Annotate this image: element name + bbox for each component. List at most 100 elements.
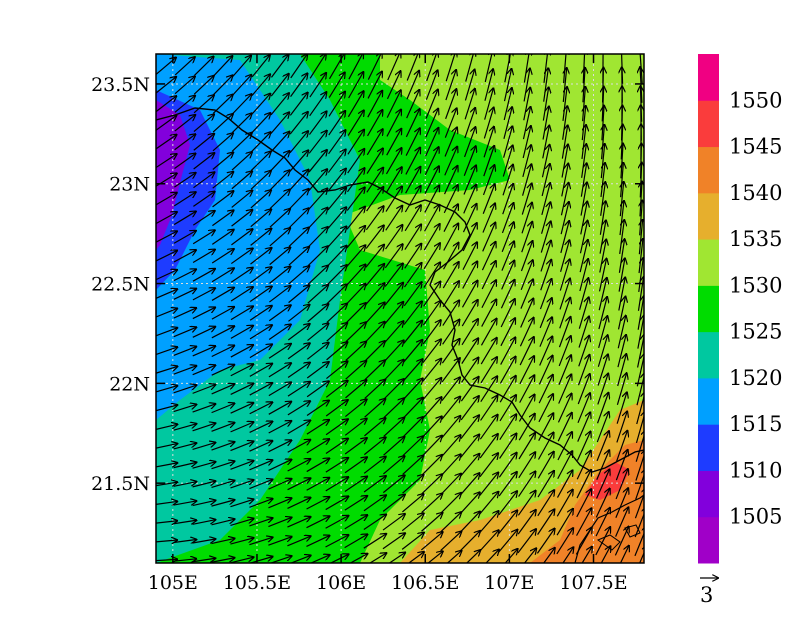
wind-vector bbox=[540, 260, 552, 291]
wind-vector bbox=[480, 357, 497, 384]
wind-vector bbox=[384, 302, 404, 325]
wind-vector bbox=[599, 201, 605, 235]
wind-vector bbox=[562, 547, 574, 563]
wind-vector bbox=[231, 210, 253, 227]
wind-vector bbox=[269, 286, 290, 303]
wind-vector bbox=[498, 510, 517, 534]
wind-vector bbox=[156, 289, 177, 299]
wind-vector bbox=[385, 186, 402, 212]
wind-vector bbox=[402, 475, 424, 494]
wind-vector bbox=[637, 315, 644, 349]
wind-vector bbox=[640, 182, 642, 217]
wind-vector bbox=[289, 555, 310, 563]
wind-vector bbox=[249, 499, 272, 508]
wind-vector bbox=[156, 444, 178, 449]
wind-vector bbox=[537, 509, 555, 535]
wind-vector bbox=[595, 508, 610, 537]
wind-vector bbox=[230, 248, 252, 265]
wind-vector bbox=[268, 421, 292, 434]
wind-vector bbox=[579, 259, 588, 292]
wind-vector bbox=[402, 494, 423, 513]
wind-vector bbox=[523, 88, 530, 121]
wind-vector bbox=[519, 318, 533, 347]
wind-vector bbox=[156, 521, 177, 524]
wind-vector bbox=[212, 114, 233, 133]
wind-vector bbox=[384, 283, 403, 306]
wind-vector bbox=[619, 220, 625, 254]
wind-vector bbox=[483, 127, 494, 158]
colorbar-swatch bbox=[698, 285, 719, 333]
wind-vector bbox=[173, 462, 197, 469]
wind-vector bbox=[192, 443, 216, 451]
wind-vector bbox=[595, 469, 610, 499]
wind-vector bbox=[174, 134, 196, 151]
wind-vector bbox=[345, 284, 365, 305]
wind-vector bbox=[444, 147, 457, 176]
wind-vector bbox=[423, 224, 439, 251]
wind-vector bbox=[404, 186, 420, 213]
wind-vector bbox=[384, 321, 404, 344]
wind-vector bbox=[249, 537, 272, 546]
wind-vector bbox=[232, 56, 251, 77]
wind-vector bbox=[576, 470, 591, 499]
wind-vector bbox=[346, 207, 365, 230]
wind-vector bbox=[232, 75, 252, 96]
wind-vector bbox=[212, 152, 233, 170]
wind-vector bbox=[460, 454, 480, 477]
wind-vector bbox=[156, 193, 177, 206]
wind-vector bbox=[462, 204, 476, 233]
wind-vector bbox=[442, 262, 458, 289]
wind-vector bbox=[386, 129, 402, 156]
wind-vector bbox=[540, 221, 550, 253]
wind-vector bbox=[388, 552, 405, 563]
colorbar-swatch bbox=[698, 54, 719, 101]
wind-vector bbox=[639, 220, 642, 255]
wind-vector bbox=[327, 226, 347, 248]
wind-vector bbox=[500, 280, 514, 309]
wind-vector bbox=[460, 377, 478, 402]
wind-vector bbox=[484, 69, 493, 101]
wind-vector bbox=[192, 346, 216, 357]
wind-vector bbox=[461, 319, 478, 346]
wind-vector bbox=[385, 206, 402, 231]
wind-vector bbox=[363, 534, 386, 549]
wind-vector bbox=[520, 241, 532, 272]
wind-vector bbox=[522, 145, 531, 178]
wind-vector bbox=[306, 362, 329, 379]
wind-vector bbox=[364, 360, 385, 381]
wind-vector bbox=[270, 55, 288, 78]
wind-vector bbox=[635, 411, 644, 444]
wind-vector bbox=[307, 323, 329, 342]
wind-vector bbox=[364, 341, 385, 362]
wind-vector bbox=[345, 322, 366, 343]
wind-vector bbox=[440, 512, 461, 533]
wind-vector bbox=[192, 307, 215, 320]
wind-vector bbox=[602, 125, 605, 160]
colorbar-level-label: 1515 bbox=[729, 412, 782, 436]
wind-vector bbox=[308, 188, 328, 210]
wind-vector bbox=[614, 527, 628, 556]
wind-vector bbox=[616, 431, 628, 462]
wind-vector bbox=[268, 479, 292, 490]
wind-vector bbox=[462, 261, 478, 289]
wind-vector bbox=[212, 133, 233, 152]
wind-vector bbox=[442, 300, 459, 326]
wind-vector bbox=[289, 93, 307, 116]
wind-vector bbox=[192, 385, 216, 394]
wind-vector bbox=[288, 208, 309, 229]
wind-vector bbox=[384, 244, 402, 269]
wind-vector bbox=[307, 266, 328, 285]
wind-vector bbox=[478, 530, 499, 553]
wind-vector bbox=[596, 412, 608, 443]
wind-vector bbox=[556, 528, 573, 555]
wind-vector bbox=[634, 526, 644, 557]
wind-vector bbox=[519, 356, 534, 385]
wind-vector bbox=[230, 519, 253, 526]
wind-vector bbox=[309, 555, 329, 563]
axis-ticks bbox=[156, 54, 644, 563]
wind-vector bbox=[501, 222, 514, 253]
wind-vector bbox=[583, 68, 585, 103]
wind-vector bbox=[463, 127, 476, 158]
wind-vector bbox=[345, 361, 367, 380]
